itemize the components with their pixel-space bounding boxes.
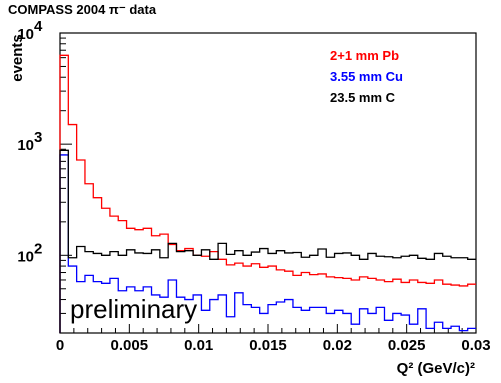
x-tick-label: 0.025 bbox=[388, 337, 426, 354]
legend-entry-1: 3.55 mm Cu bbox=[330, 69, 403, 84]
x-tick-label: 0.02 bbox=[323, 337, 352, 354]
x-tick-label: 0.03 bbox=[461, 337, 490, 354]
x-axis-label: Q² (GeV/c)² bbox=[397, 360, 475, 377]
preliminary-annotation: preliminary bbox=[70, 294, 197, 324]
plot-frame bbox=[59, 32, 477, 334]
series-line-1 bbox=[59, 154, 476, 333]
x-tick-label: 0 bbox=[56, 337, 64, 354]
y-axis-label: events bbox=[9, 34, 26, 82]
plot-area bbox=[59, 32, 477, 334]
legend-entry-2: 23.5 mm C bbox=[330, 90, 396, 105]
y-tick-exponent: 2 bbox=[34, 240, 42, 257]
chart-title: COMPASS 2004 π⁻ data bbox=[8, 2, 157, 17]
y-tick-exponent: 4 bbox=[34, 18, 43, 35]
y-tick-label: 10 bbox=[17, 248, 34, 265]
x-tick-label: 0.01 bbox=[184, 337, 213, 354]
series-line-0 bbox=[59, 54, 476, 333]
legend-entry-0: 2+1 mm Pb bbox=[330, 48, 399, 63]
x-tick-label: 0.015 bbox=[249, 337, 287, 354]
x-tick-label: 0.005 bbox=[111, 337, 149, 354]
y-tick-label: 10 bbox=[17, 26, 34, 43]
y-tick-label: 10 bbox=[17, 137, 34, 154]
y-tick-exponent: 3 bbox=[34, 129, 42, 146]
series-line-2 bbox=[59, 149, 476, 333]
legend: 2+1 mm Pb 3.55 mm Cu 23.5 mm C bbox=[330, 48, 403, 105]
series-group bbox=[59, 54, 476, 333]
